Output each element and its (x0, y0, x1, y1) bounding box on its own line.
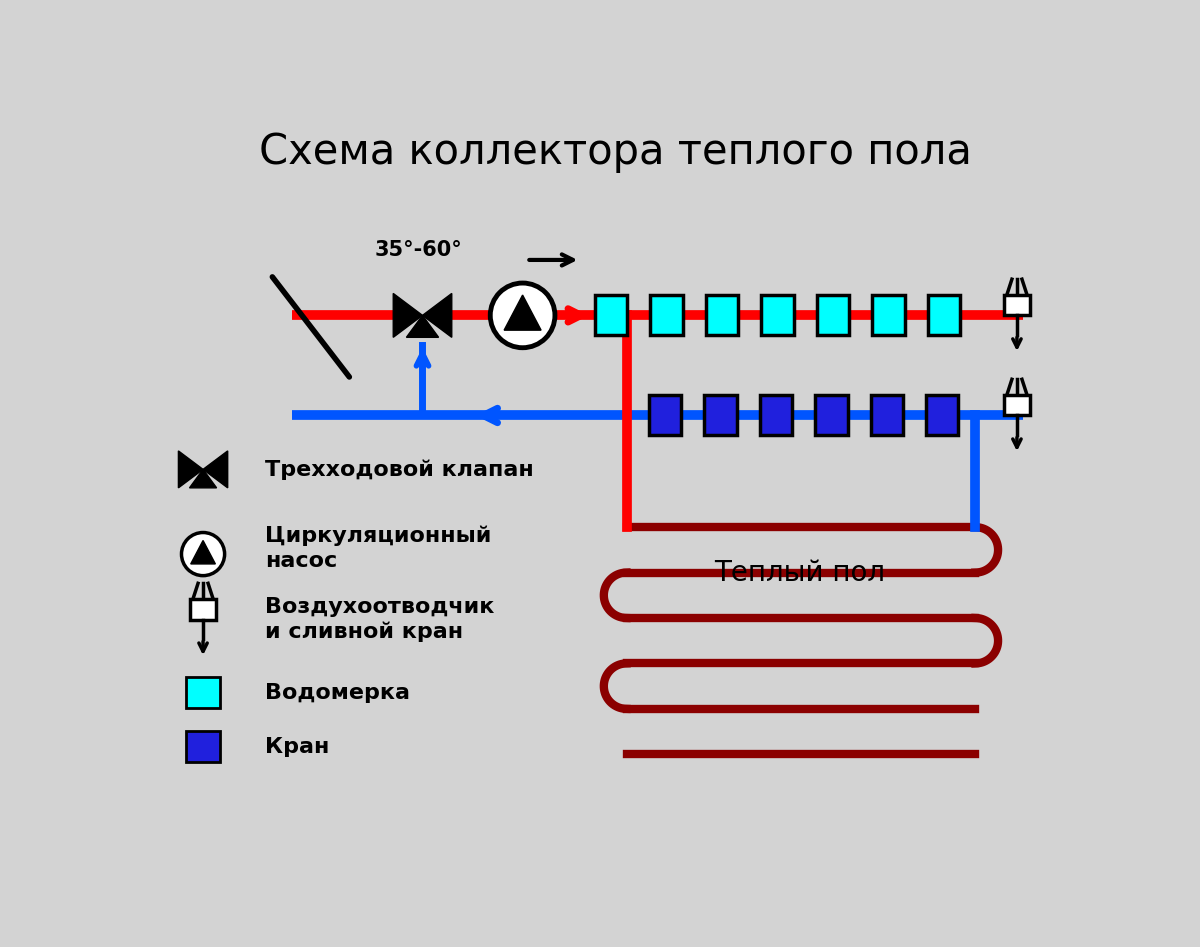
Bar (1004, 395, 1030, 416)
Bar (595, 295, 628, 335)
Bar (926, 396, 959, 436)
Text: 35°-60°: 35°-60° (374, 240, 462, 259)
Bar (186, 731, 220, 762)
Polygon shape (190, 470, 217, 488)
Bar (760, 396, 792, 436)
Bar (871, 396, 902, 436)
Polygon shape (203, 451, 228, 488)
Circle shape (491, 283, 554, 348)
Text: Схема коллектора теплого пола: Схема коллектора теплого пола (258, 131, 972, 172)
Bar (190, 599, 216, 619)
Bar (186, 677, 220, 708)
Bar (1004, 295, 1030, 315)
Polygon shape (422, 294, 451, 337)
Polygon shape (179, 451, 203, 488)
Text: Циркуляционный
насос: Циркуляционный насос (265, 526, 491, 571)
Bar (815, 396, 847, 436)
Bar (872, 295, 905, 335)
Text: Воздухоотводчик
и сливной кран: Воздухоотводчик и сливной кран (265, 597, 494, 642)
Text: Трехходовой клапан: Трехходовой клапан (265, 459, 533, 479)
Bar (928, 295, 960, 335)
Polygon shape (191, 541, 215, 563)
Bar (650, 295, 683, 335)
Polygon shape (394, 294, 422, 337)
Bar (761, 295, 793, 335)
Bar (706, 295, 738, 335)
Circle shape (181, 532, 224, 576)
Text: Кран: Кран (265, 737, 329, 757)
Polygon shape (407, 315, 438, 337)
Bar (649, 396, 682, 436)
Polygon shape (504, 295, 541, 331)
Text: Теплый пол: Теплый пол (714, 560, 886, 587)
Bar (817, 295, 850, 335)
Bar (704, 396, 737, 436)
Text: Водомерка: Водомерка (265, 683, 409, 703)
